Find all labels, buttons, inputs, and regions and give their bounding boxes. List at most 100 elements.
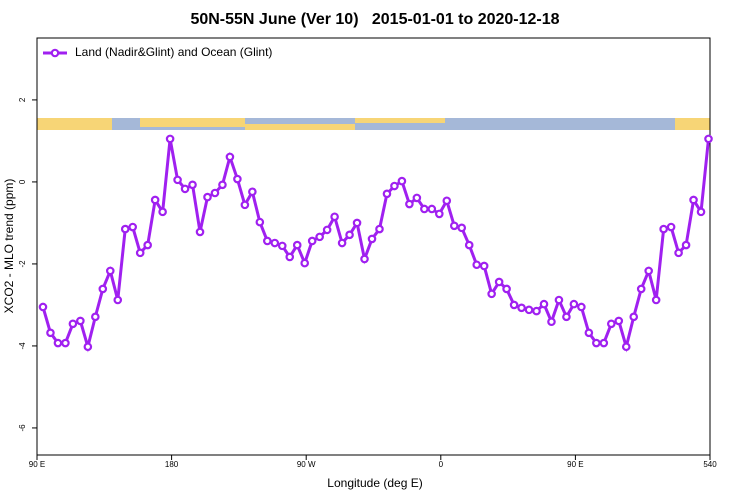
- x-tick-label: 0: [439, 460, 444, 469]
- point: [517, 303, 526, 313]
- x-tick-label: 90 E: [29, 460, 45, 469]
- point: [135, 248, 145, 258]
- point: [636, 284, 646, 294]
- point: [248, 187, 257, 197]
- land-band: [245, 124, 355, 130]
- point: [83, 342, 93, 352]
- point: [464, 240, 474, 250]
- point: [61, 338, 70, 348]
- legend-marker: [50, 48, 60, 58]
- point: [270, 238, 280, 248]
- point: [681, 240, 691, 250]
- point: [629, 312, 639, 322]
- point: [292, 240, 302, 250]
- point: [255, 217, 265, 227]
- y-tick-label: -2: [18, 260, 27, 268]
- x-tick-label: 180: [165, 460, 179, 469]
- point: [614, 316, 624, 326]
- point: [554, 295, 564, 305]
- land-band: [675, 118, 710, 130]
- point: [210, 188, 220, 198]
- point: [494, 277, 504, 287]
- y-tick-label: 2: [18, 97, 27, 102]
- point: [46, 328, 55, 338]
- point: [105, 266, 115, 276]
- point: [38, 302, 48, 312]
- point: [165, 134, 175, 144]
- point: [180, 184, 190, 194]
- point: [524, 305, 534, 315]
- point: [360, 254, 369, 264]
- legend-label: Land (Nadir&Glint) and Ocean (Glint): [75, 45, 272, 59]
- point: [233, 174, 242, 184]
- point: [621, 342, 631, 352]
- point: [263, 236, 272, 246]
- point: [98, 284, 108, 294]
- x-tick-label: 90 W: [297, 460, 316, 469]
- point: [352, 218, 362, 228]
- point: [547, 317, 556, 327]
- point: [584, 328, 594, 338]
- point: [240, 200, 250, 210]
- chart-title: 50N-55N June (Ver 10) 2015-01-01 to 2020…: [190, 11, 559, 28]
- surface-band: [37, 118, 710, 130]
- x-axis-label: Longitude (deg E): [327, 476, 422, 490]
- point: [704, 134, 713, 144]
- point: [225, 152, 235, 162]
- point: [412, 193, 422, 203]
- point: [449, 221, 459, 231]
- point: [322, 225, 332, 235]
- point: [599, 338, 609, 348]
- y-tick-label: -6: [18, 424, 27, 432]
- point: [502, 284, 511, 294]
- point: [300, 258, 310, 268]
- point: [696, 207, 706, 217]
- y-tick-label: 0: [18, 179, 27, 184]
- point: [405, 199, 414, 209]
- point: [68, 319, 78, 329]
- point: [76, 316, 85, 326]
- point: [307, 236, 317, 246]
- point: [195, 227, 205, 237]
- point: [345, 230, 354, 240]
- point: [330, 212, 339, 222]
- point: [644, 266, 653, 276]
- point: [143, 240, 152, 250]
- point: [397, 176, 407, 186]
- y-axis-label: XCO2 - MLO trend (ppm): [2, 179, 16, 314]
- x-tick-label: 540: [703, 460, 717, 469]
- point: [592, 338, 601, 348]
- point: [539, 299, 549, 309]
- point: [659, 224, 668, 234]
- point: [285, 252, 295, 262]
- point: [367, 234, 377, 244]
- land-band: [355, 118, 445, 123]
- point: [666, 222, 676, 232]
- point: [113, 295, 123, 305]
- point: [337, 238, 347, 248]
- land-band: [140, 118, 245, 127]
- point: [91, 312, 100, 322]
- point: [120, 224, 130, 234]
- point: [569, 299, 579, 309]
- point: [487, 289, 496, 299]
- point: [315, 232, 324, 242]
- plot-frame: [36, 37, 711, 456]
- point: [390, 181, 399, 191]
- point: [689, 195, 698, 205]
- point: [577, 302, 586, 312]
- point: [53, 338, 63, 348]
- point: [188, 180, 197, 190]
- point: [375, 224, 384, 234]
- point: [277, 241, 287, 251]
- point: [472, 260, 481, 270]
- point: [203, 192, 212, 202]
- point: [150, 195, 160, 205]
- x-tick-label: 90 E: [567, 460, 583, 469]
- land-band: [37, 118, 112, 130]
- point: [509, 300, 519, 310]
- y-tick-label: -4: [18, 342, 27, 350]
- point: [442, 196, 452, 206]
